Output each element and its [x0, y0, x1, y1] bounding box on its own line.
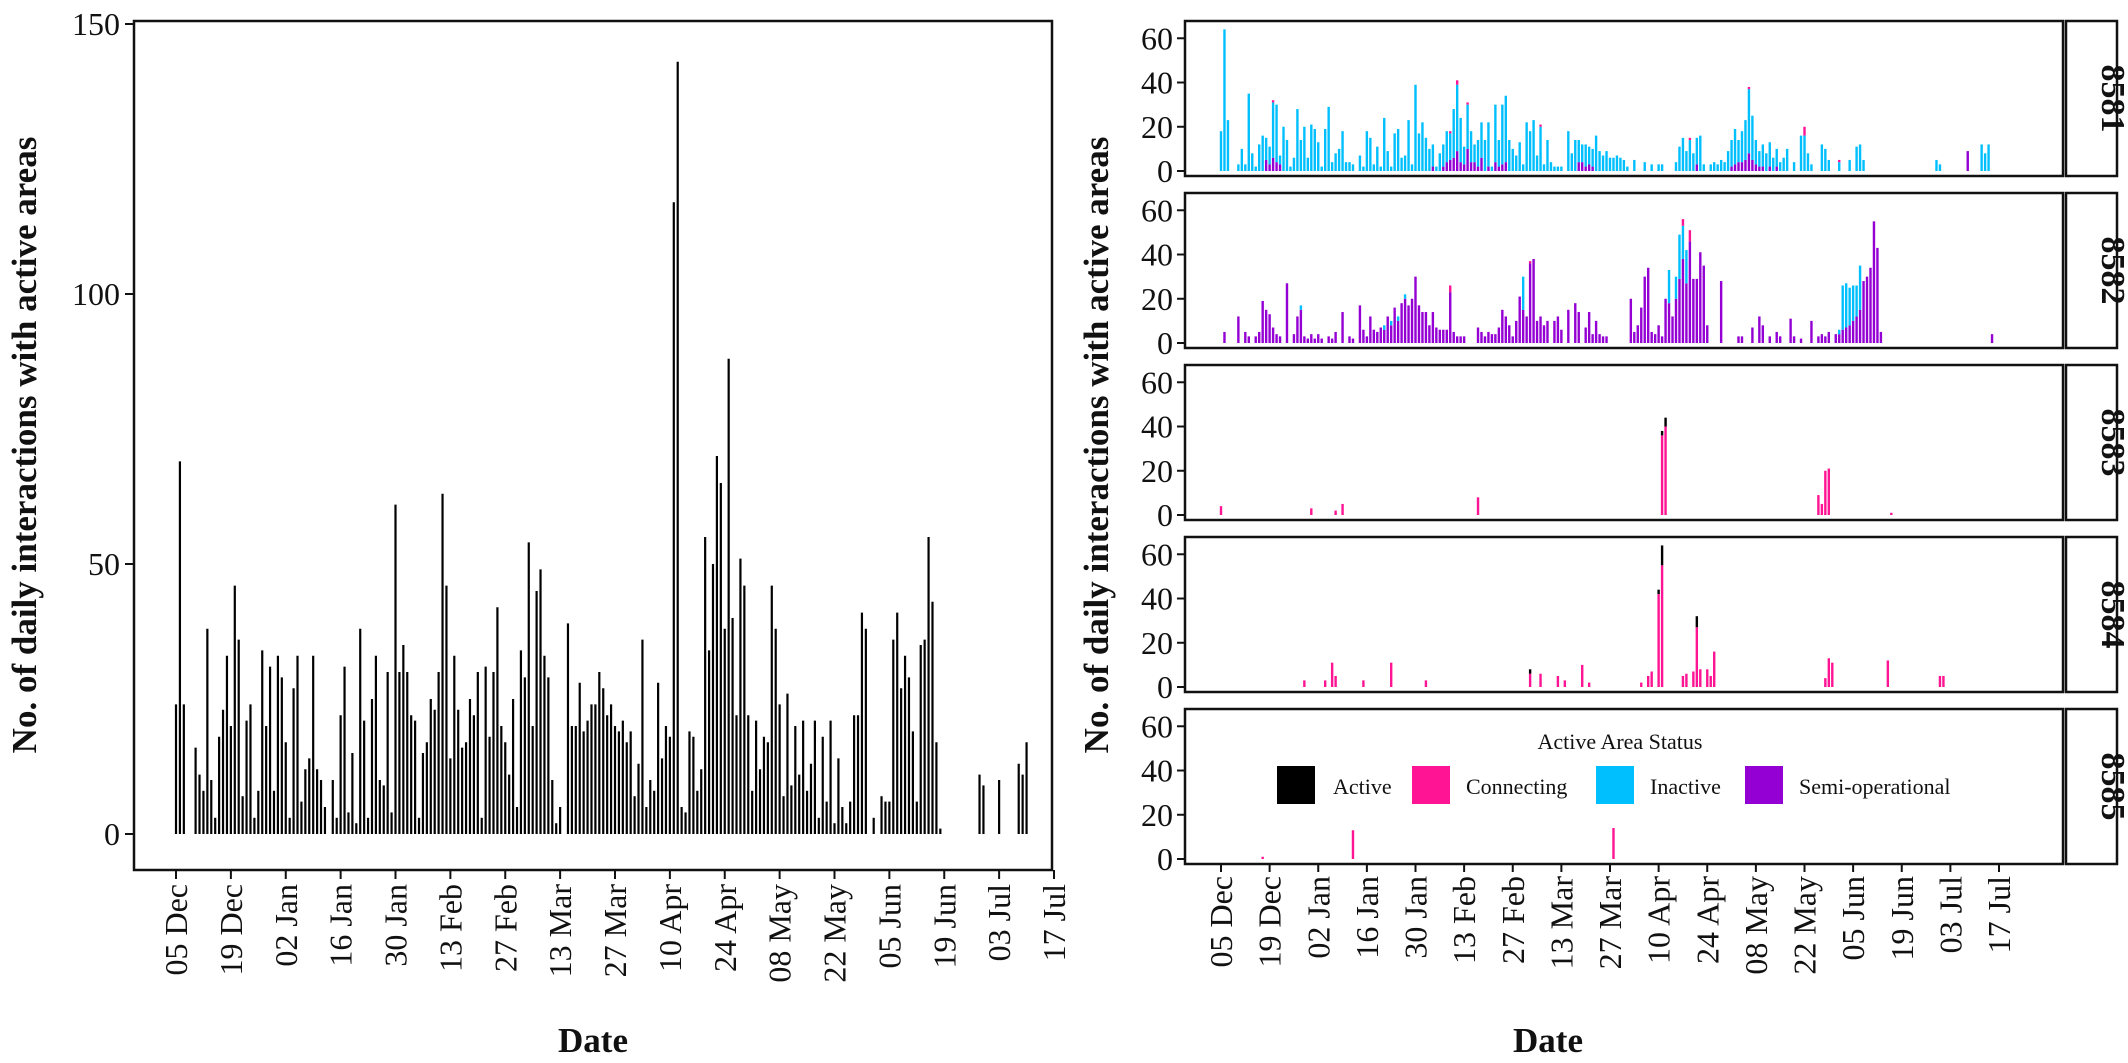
facet-strip-label: 8582: [2094, 237, 2128, 305]
facet-panel-8583: 8583 0 20 40 60: [1141, 363, 2128, 533]
facet-y-tick-label: 40: [1141, 753, 1173, 789]
legend-label-active: Active: [1333, 774, 1392, 799]
facet-x-tick-label: 13 Feb: [1446, 876, 1482, 964]
facet-y-tick-label: 0: [1157, 497, 1173, 533]
facet-x-tick-label: 02 Jan: [1300, 876, 1336, 959]
facet-strip: [2064, 191, 2119, 350]
facet-y-axis-title: No. of daily interactions with active ar…: [1077, 137, 1116, 754]
overall-x-tick-label: 05 Dec: [158, 884, 194, 976]
overall-y-tick-label: 50: [88, 546, 120, 582]
facet-panel-8582: 8582 0 20 40 60: [1141, 191, 2128, 361]
overall-x-tick-label: 03 Jul: [981, 884, 1017, 961]
legend: Active Area Status Active Connecting Ina…: [1277, 729, 1951, 804]
facet-plot-frame: [1183, 707, 2065, 866]
facet-strip: [2064, 363, 2119, 522]
facet-plot-frame: [1183, 363, 2065, 522]
overall-bars: [174, 61, 1028, 834]
overall-x-tick-label: 16 Jan: [323, 884, 359, 967]
overall-y-axis: 0 50 100 150: [72, 6, 134, 852]
overall-x-axis: 05 Dec 19 Dec 02 Jan 16 Jan 30 Jan 13 Feb 27 F…: [158, 870, 1072, 983]
facet-y-tick-label: 0: [1157, 325, 1173, 361]
facet-x-tick-label: 27 Mar: [1592, 876, 1628, 970]
overall-plot-frame: [132, 19, 1054, 872]
overall-chart: 0 50 100 150 05 Dec 19 Dec 02 Jan 16 Jan 30 Jan…: [5, 6, 1072, 1060]
overall-y-tick-label: 150: [72, 6, 120, 42]
overall-y-axis-title: No. of daily interactions with active ar…: [5, 137, 44, 754]
overall-x-tick-label: 02 Jan: [268, 884, 304, 967]
facet-x-tick-label: 05 Dec: [1203, 876, 1239, 968]
overall-x-tick-label: 13 Feb: [432, 884, 468, 972]
facet-y-tick-label: 0: [1157, 841, 1173, 877]
facet-plot-frame: [1183, 535, 2065, 694]
facet-x-tick-label: 13 Mar: [1543, 876, 1579, 970]
facet-strip-label: 8583: [2094, 409, 2128, 477]
overall-x-tick-label: 19 Jun: [926, 884, 962, 968]
facet-y-tick-label: 40: [1141, 409, 1173, 445]
legend-swatch-inactive: [1596, 766, 1634, 804]
facet-strip: [2064, 535, 2119, 694]
facet-y-tick-label: 0: [1157, 669, 1173, 705]
facet-y-tick-label: 60: [1141, 364, 1173, 400]
facet-x-tick-label: 05 Jun: [1835, 876, 1871, 960]
facet-x-axis-title: Date: [1513, 1021, 1583, 1060]
facet-y-tick-label: 40: [1141, 237, 1173, 273]
facet-y-tick-label: 20: [1141, 625, 1173, 661]
facet-y-tick-label: 20: [1141, 797, 1173, 833]
overall-y-tick-label: 0: [104, 816, 120, 852]
facet-x-tick-label: 30 Jan: [1398, 876, 1434, 959]
facet-panel-8585: 8585 0 20 40 60: [1141, 707, 2128, 877]
facet-plot-frame: [1183, 191, 2065, 350]
facet-panel-8584: 8584 0 20 40 60: [1141, 535, 2128, 705]
facet-strip: [2064, 19, 2119, 178]
facet-strip-label: 8581: [2094, 65, 2128, 133]
facet-y-tick-label: 60: [1141, 192, 1173, 228]
facet-y-tick-label: 40: [1141, 65, 1173, 101]
facet-x-tick-label: 22 May: [1787, 876, 1823, 975]
facet-x-tick-label: 16 Jan: [1349, 876, 1385, 959]
overall-x-tick-label: 27 Mar: [597, 884, 633, 978]
overall-x-tick-label: 17 Jul: [1036, 884, 1072, 961]
legend-swatch-connecting: [1412, 766, 1450, 804]
facet-plot-frame: [1183, 19, 2065, 178]
facet-y-tick-label: 20: [1141, 281, 1173, 317]
legend-label-inactive: Inactive: [1650, 774, 1721, 799]
facet-y-tick-label: 20: [1141, 453, 1173, 489]
legend-swatch-semi-operational: [1745, 766, 1783, 804]
overall-x-tick-label: 08 May: [762, 884, 798, 983]
facet-y-tick-label: 60: [1141, 536, 1173, 572]
facet-x-tick-label: 19 Dec: [1252, 876, 1288, 968]
facet-y-tick-label: 20: [1141, 109, 1173, 145]
facet-x-tick-label: 03 Jul: [1932, 876, 1968, 953]
facet-y-tick-label: 40: [1141, 581, 1173, 617]
facet-y-tick-label: 0: [1157, 153, 1173, 189]
overall-y-tick-label: 100: [72, 276, 120, 312]
overall-x-tick-label: 22 May: [817, 884, 853, 983]
legend-title: Active Area Status: [1538, 729, 1703, 754]
overall-x-tick-label: 05 Jun: [871, 884, 907, 968]
overall-x-tick-label: 10 Apr: [652, 884, 688, 972]
overall-x-tick-label: 24 Apr: [707, 884, 743, 972]
facet-x-tick-label: 19 Jun: [1884, 876, 1920, 960]
legend-swatch-active: [1277, 766, 1315, 804]
facet-strip-label: 8584: [2094, 581, 2128, 649]
facet-x-tick-label: 17 Jul: [1981, 876, 2017, 953]
facet-panel-8581: 8581 0 20 40 60: [1141, 19, 2128, 189]
facet-strip-label: 8585: [2094, 753, 2128, 821]
overall-x-tick-label: 30 Jan: [378, 884, 414, 967]
overall-x-tick-label: 27 Feb: [487, 884, 523, 972]
facet-strip: [2064, 707, 2119, 866]
facet-x-tick-label: 27 Feb: [1495, 876, 1531, 964]
overall-x-axis-title: Date: [558, 1021, 628, 1060]
legend-label-semi-operational: Semi-operational: [1799, 774, 1951, 799]
facet-chart: 8581 0 20 40 60 8582 0 20 40 60 8583 0 20 40 60 8584 0 20…: [1141, 19, 2128, 975]
facet-x-tick-label: 08 May: [1738, 876, 1774, 975]
facet-y-tick-label: 60: [1141, 708, 1173, 744]
facet-x-tick-label: 10 Apr: [1641, 876, 1677, 964]
facet-x-tick-label: 24 Apr: [1689, 876, 1725, 964]
overall-x-tick-label: 19 Dec: [213, 884, 249, 976]
facet-y-tick-label: 60: [1141, 20, 1173, 56]
overall-x-tick-label: 13 Mar: [542, 884, 578, 978]
legend-label-connecting: Connecting: [1466, 774, 1567, 799]
